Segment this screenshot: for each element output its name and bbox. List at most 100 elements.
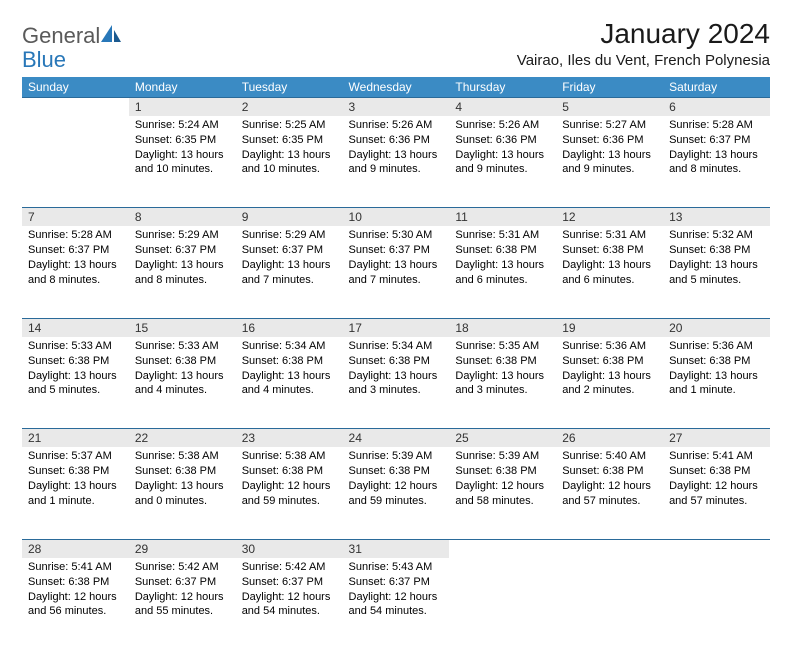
- day-number-row: 78910111213: [22, 208, 770, 227]
- weekday-header: Saturday: [663, 77, 770, 98]
- day-number-cell: 14: [22, 318, 129, 337]
- day-content-cell: [22, 116, 129, 208]
- day-details: Sunrise: 5:34 AMSunset: 6:38 PMDaylight:…: [236, 337, 343, 404]
- brand-word1: General: [22, 23, 100, 48]
- day-number-cell: 8: [129, 208, 236, 227]
- day-details: Sunrise: 5:26 AMSunset: 6:36 PMDaylight:…: [343, 116, 450, 183]
- weekday-header: Friday: [556, 77, 663, 98]
- day-details: Sunrise: 5:38 AMSunset: 6:38 PMDaylight:…: [129, 447, 236, 514]
- day-content-cell: Sunrise: 5:26 AMSunset: 6:36 PMDaylight:…: [343, 116, 450, 208]
- day-details: Sunrise: 5:30 AMSunset: 6:37 PMDaylight:…: [343, 226, 450, 293]
- calendar-table: SundayMondayTuesdayWednesdayThursdayFrid…: [22, 77, 770, 650]
- day-details: Sunrise: 5:33 AMSunset: 6:38 PMDaylight:…: [129, 337, 236, 404]
- day-details: Sunrise: 5:40 AMSunset: 6:38 PMDaylight:…: [556, 447, 663, 514]
- day-content-cell: Sunrise: 5:32 AMSunset: 6:38 PMDaylight:…: [663, 226, 770, 318]
- day-content-cell: Sunrise: 5:27 AMSunset: 6:36 PMDaylight:…: [556, 116, 663, 208]
- day-content-cell: [556, 558, 663, 650]
- day-content-cell: Sunrise: 5:39 AMSunset: 6:38 PMDaylight:…: [343, 447, 450, 539]
- day-number-cell: 3: [343, 97, 450, 116]
- day-content-cell: Sunrise: 5:28 AMSunset: 6:37 PMDaylight:…: [663, 116, 770, 208]
- day-details: Sunrise: 5:29 AMSunset: 6:37 PMDaylight:…: [129, 226, 236, 293]
- day-content-cell: Sunrise: 5:24 AMSunset: 6:35 PMDaylight:…: [129, 116, 236, 208]
- day-content-cell: Sunrise: 5:41 AMSunset: 6:38 PMDaylight:…: [22, 558, 129, 650]
- day-number-cell: 21: [22, 429, 129, 448]
- day-number-cell: 18: [449, 318, 556, 337]
- day-details: Sunrise: 5:41 AMSunset: 6:38 PMDaylight:…: [663, 447, 770, 514]
- day-content-cell: Sunrise: 5:31 AMSunset: 6:38 PMDaylight:…: [556, 226, 663, 318]
- location-text: Vairao, Iles du Vent, French Polynesia: [517, 52, 770, 69]
- day-content-cell: Sunrise: 5:33 AMSunset: 6:38 PMDaylight:…: [22, 337, 129, 429]
- day-details: Sunrise: 5:38 AMSunset: 6:38 PMDaylight:…: [236, 447, 343, 514]
- month-title: January 2024: [517, 18, 770, 50]
- day-number-cell: 15: [129, 318, 236, 337]
- day-content-row: Sunrise: 5:37 AMSunset: 6:38 PMDaylight:…: [22, 447, 770, 539]
- day-details: Sunrise: 5:37 AMSunset: 6:38 PMDaylight:…: [22, 447, 129, 514]
- day-content-cell: Sunrise: 5:39 AMSunset: 6:38 PMDaylight:…: [449, 447, 556, 539]
- day-content-cell: Sunrise: 5:37 AMSunset: 6:38 PMDaylight:…: [22, 447, 129, 539]
- day-content-cell: Sunrise: 5:36 AMSunset: 6:38 PMDaylight:…: [663, 337, 770, 429]
- day-content-cell: Sunrise: 5:41 AMSunset: 6:38 PMDaylight:…: [663, 447, 770, 539]
- day-number-cell: [449, 539, 556, 558]
- day-content-cell: Sunrise: 5:29 AMSunset: 6:37 PMDaylight:…: [236, 226, 343, 318]
- day-details: Sunrise: 5:34 AMSunset: 6:38 PMDaylight:…: [343, 337, 450, 404]
- day-number-cell: [556, 539, 663, 558]
- day-details: Sunrise: 5:31 AMSunset: 6:38 PMDaylight:…: [556, 226, 663, 293]
- day-details: Sunrise: 5:42 AMSunset: 6:37 PMDaylight:…: [129, 558, 236, 625]
- day-details: Sunrise: 5:26 AMSunset: 6:36 PMDaylight:…: [449, 116, 556, 183]
- day-number-cell: 10: [343, 208, 450, 227]
- day-number-row: 21222324252627: [22, 429, 770, 448]
- day-number-cell: [22, 97, 129, 116]
- day-number-cell: 16: [236, 318, 343, 337]
- weekday-header: Thursday: [449, 77, 556, 98]
- day-number-cell: 5: [556, 97, 663, 116]
- day-content-row: Sunrise: 5:33 AMSunset: 6:38 PMDaylight:…: [22, 337, 770, 429]
- weekday-header: Tuesday: [236, 77, 343, 98]
- day-content-cell: Sunrise: 5:34 AMSunset: 6:38 PMDaylight:…: [236, 337, 343, 429]
- day-number-cell: 22: [129, 429, 236, 448]
- day-content-cell: Sunrise: 5:36 AMSunset: 6:38 PMDaylight:…: [556, 337, 663, 429]
- day-number-cell: 4: [449, 97, 556, 116]
- day-details: Sunrise: 5:31 AMSunset: 6:38 PMDaylight:…: [449, 226, 556, 293]
- day-number-cell: 26: [556, 429, 663, 448]
- day-content-cell: Sunrise: 5:28 AMSunset: 6:37 PMDaylight:…: [22, 226, 129, 318]
- day-content-row: Sunrise: 5:41 AMSunset: 6:38 PMDaylight:…: [22, 558, 770, 650]
- day-details: Sunrise: 5:25 AMSunset: 6:35 PMDaylight:…: [236, 116, 343, 183]
- day-number-cell: 25: [449, 429, 556, 448]
- day-number-cell: 31: [343, 539, 450, 558]
- day-details: Sunrise: 5:24 AMSunset: 6:35 PMDaylight:…: [129, 116, 236, 183]
- day-number-cell: 11: [449, 208, 556, 227]
- day-number-row: 14151617181920: [22, 318, 770, 337]
- day-number-cell: 28: [22, 539, 129, 558]
- day-content-cell: Sunrise: 5:25 AMSunset: 6:35 PMDaylight:…: [236, 116, 343, 208]
- day-content-cell: Sunrise: 5:35 AMSunset: 6:38 PMDaylight:…: [449, 337, 556, 429]
- day-number-cell: 20: [663, 318, 770, 337]
- day-details: Sunrise: 5:28 AMSunset: 6:37 PMDaylight:…: [663, 116, 770, 183]
- day-content-cell: Sunrise: 5:38 AMSunset: 6:38 PMDaylight:…: [129, 447, 236, 539]
- day-content-cell: Sunrise: 5:38 AMSunset: 6:38 PMDaylight:…: [236, 447, 343, 539]
- day-content-cell: Sunrise: 5:33 AMSunset: 6:38 PMDaylight:…: [129, 337, 236, 429]
- brand-logo: General Blue: [22, 18, 121, 71]
- day-number-cell: 23: [236, 429, 343, 448]
- weekday-header: Monday: [129, 77, 236, 98]
- day-content-cell: Sunrise: 5:42 AMSunset: 6:37 PMDaylight:…: [236, 558, 343, 650]
- day-content-cell: Sunrise: 5:29 AMSunset: 6:37 PMDaylight:…: [129, 226, 236, 318]
- day-number-cell: 24: [343, 429, 450, 448]
- day-details: Sunrise: 5:41 AMSunset: 6:38 PMDaylight:…: [22, 558, 129, 625]
- sail-icon: [101, 25, 121, 43]
- day-details: Sunrise: 5:42 AMSunset: 6:37 PMDaylight:…: [236, 558, 343, 625]
- day-details: Sunrise: 5:33 AMSunset: 6:38 PMDaylight:…: [22, 337, 129, 404]
- day-content-cell: [449, 558, 556, 650]
- day-number-cell: 30: [236, 539, 343, 558]
- day-details: Sunrise: 5:27 AMSunset: 6:36 PMDaylight:…: [556, 116, 663, 183]
- day-details: Sunrise: 5:36 AMSunset: 6:38 PMDaylight:…: [556, 337, 663, 404]
- title-block: January 2024 Vairao, Iles du Vent, Frenc…: [517, 18, 770, 69]
- day-content-cell: Sunrise: 5:42 AMSunset: 6:37 PMDaylight:…: [129, 558, 236, 650]
- day-details: Sunrise: 5:39 AMSunset: 6:38 PMDaylight:…: [449, 447, 556, 514]
- day-content-cell: Sunrise: 5:31 AMSunset: 6:38 PMDaylight:…: [449, 226, 556, 318]
- day-content-cell: Sunrise: 5:40 AMSunset: 6:38 PMDaylight:…: [556, 447, 663, 539]
- day-number-cell: 9: [236, 208, 343, 227]
- day-number-cell: 6: [663, 97, 770, 116]
- weekday-header-row: SundayMondayTuesdayWednesdayThursdayFrid…: [22, 77, 770, 98]
- day-number-cell: 19: [556, 318, 663, 337]
- day-number-cell: 13: [663, 208, 770, 227]
